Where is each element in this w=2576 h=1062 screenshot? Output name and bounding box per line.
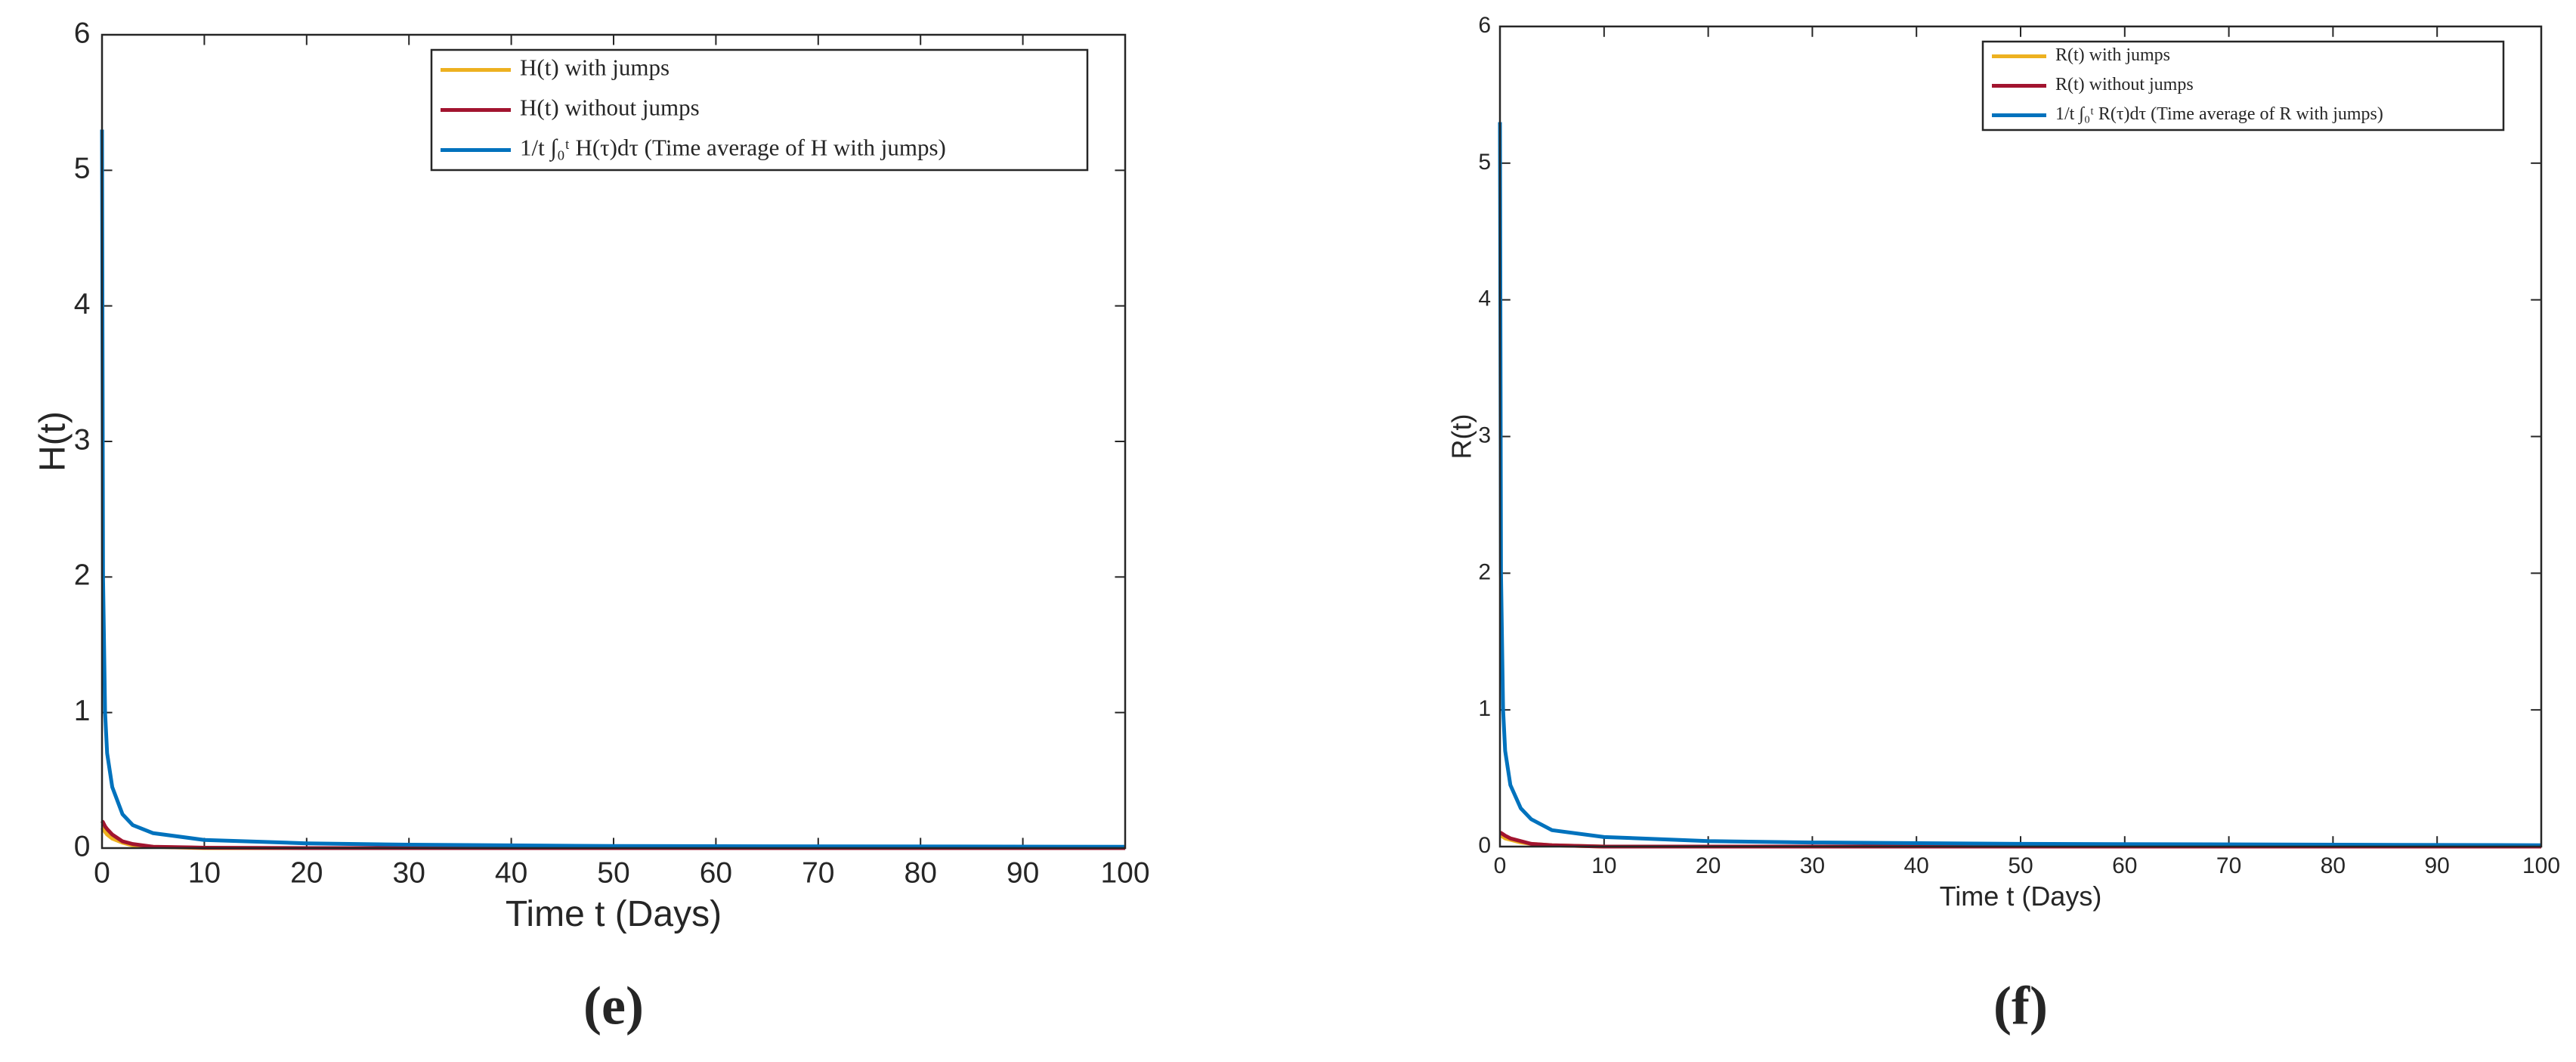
x-axis-label: Time t (Days) bbox=[1940, 881, 2102, 912]
x-tick-label: 50 bbox=[597, 856, 629, 889]
series-line bbox=[100, 129, 1126, 849]
x-tick-label: 30 bbox=[393, 856, 425, 889]
x-tick-label: 60 bbox=[700, 856, 732, 889]
y-tick-label: 1 bbox=[1478, 696, 1491, 721]
x-tick-label: 20 bbox=[290, 856, 323, 889]
y-tick-label: 3 bbox=[1478, 423, 1491, 447]
y-tick-label: 4 bbox=[74, 288, 91, 320]
x-tick-label: 0 bbox=[94, 856, 110, 889]
series-line bbox=[1498, 122, 2542, 847]
x-tick-label: 50 bbox=[2008, 853, 2033, 878]
x-tick-label: 30 bbox=[1800, 853, 1825, 878]
x-tick-label: 90 bbox=[1007, 856, 1039, 889]
y-axis-label: H(t) bbox=[32, 411, 73, 472]
legend-label: R(t) without jumps bbox=[2055, 75, 2194, 94]
axes-box bbox=[1498, 25, 2543, 848]
x-tick-label: 10 bbox=[1591, 853, 1616, 878]
x-tick-label: 100 bbox=[2522, 853, 2560, 878]
x-axis-label: Time t (Days) bbox=[506, 894, 722, 934]
plot-area bbox=[1500, 26, 2541, 847]
y-axis-label: R(t) bbox=[1446, 414, 1477, 460]
x-tick-label: 70 bbox=[802, 856, 834, 889]
x-tick-label: 0 bbox=[1494, 853, 1507, 878]
y-tick-label: 2 bbox=[74, 559, 91, 592]
x-tick-label: 100 bbox=[1100, 856, 1149, 889]
panel-caption: (e) bbox=[583, 976, 644, 1036]
legend-box bbox=[1981, 40, 2505, 132]
y-tick-label: 4 bbox=[1478, 286, 1491, 311]
x-tick-label: 60 bbox=[2112, 853, 2137, 878]
x-tick-label: 90 bbox=[2425, 853, 2450, 878]
y-tick-label: 1 bbox=[74, 695, 91, 727]
legend-label: H(t) with jumps bbox=[520, 54, 670, 81]
legend-label: R(t) with jumps bbox=[2055, 45, 2170, 65]
y-tick-label: 0 bbox=[74, 830, 91, 862]
legend-label: H(t) without jumps bbox=[520, 94, 700, 121]
y-tick-label: 6 bbox=[1478, 13, 1491, 38]
y-tick-label: 3 bbox=[74, 423, 91, 456]
y-tick-label: 2 bbox=[1478, 559, 1491, 584]
y-tick-label: 0 bbox=[1478, 833, 1491, 858]
y-tick-label: 6 bbox=[74, 17, 91, 49]
x-tick-label: 40 bbox=[1904, 853, 1929, 878]
x-tick-label: 40 bbox=[495, 856, 527, 889]
x-tick-label: 70 bbox=[2216, 853, 2241, 878]
legend-label: 1/t ∫₀ᵗ R(τ)dτ (Time average of R with j… bbox=[2055, 104, 2383, 125]
x-tick-label: 80 bbox=[2321, 853, 2346, 878]
panel-caption: (f) bbox=[1993, 976, 2048, 1036]
x-tick-label: 20 bbox=[1696, 853, 1721, 878]
x-tick-label: 10 bbox=[188, 856, 221, 889]
legend-label: 1/t ∫₀ᵗ H(τ)dτ (Time average of H with j… bbox=[520, 135, 946, 163]
x-tick-label: 80 bbox=[905, 856, 937, 889]
legend-box bbox=[430, 48, 1089, 172]
axes-box bbox=[101, 33, 1127, 850]
y-tick-label: 5 bbox=[74, 153, 91, 185]
y-tick-label: 5 bbox=[1478, 150, 1491, 175]
